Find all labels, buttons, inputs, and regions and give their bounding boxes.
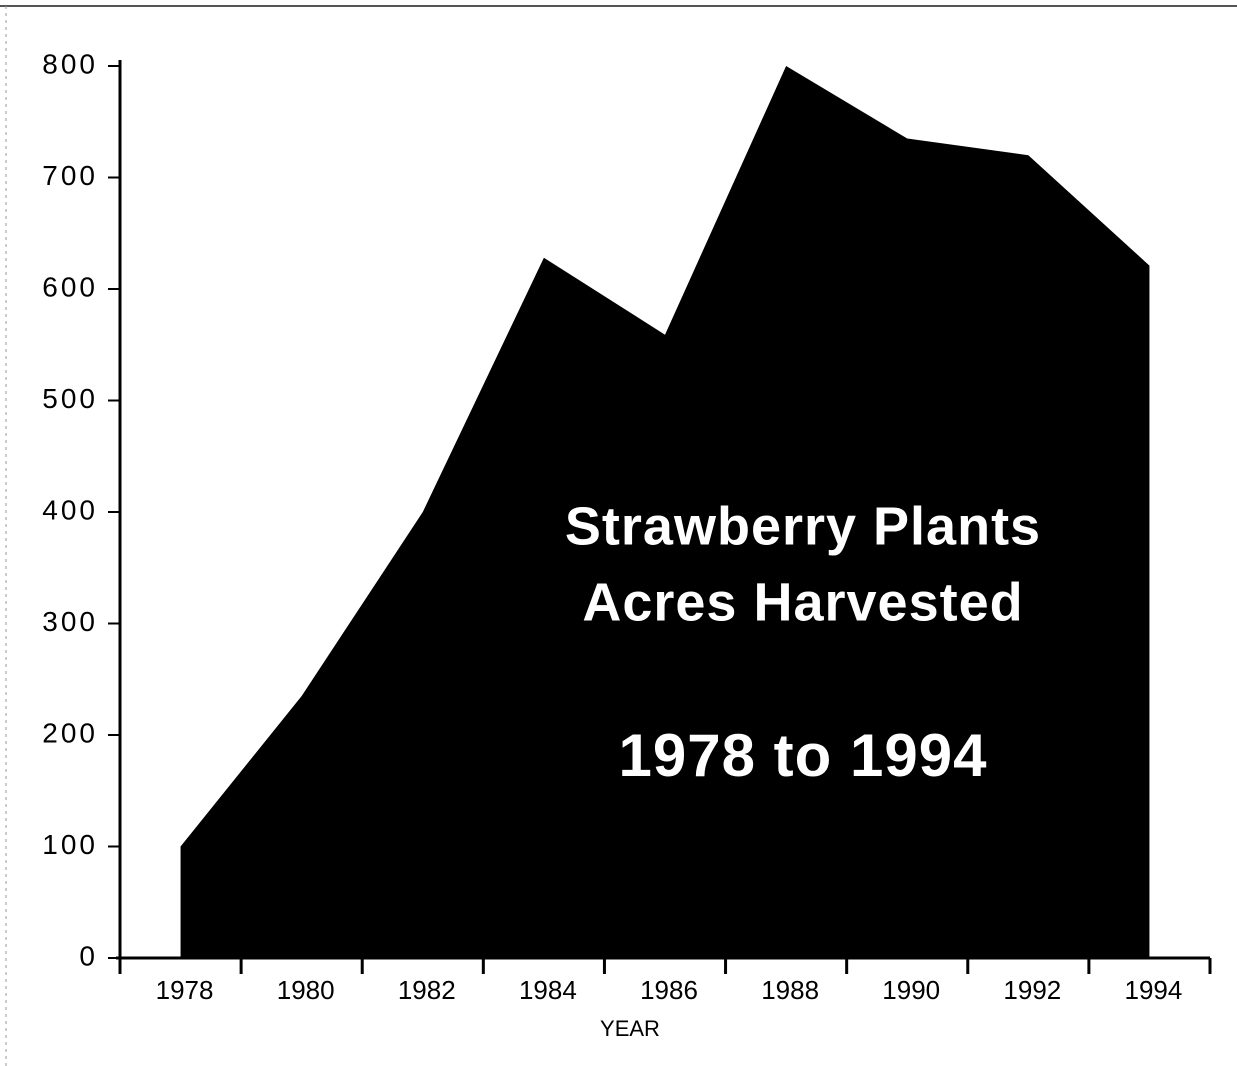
x-tick-label: 1992 xyxy=(1003,975,1061,1005)
y-tick-label: 700 xyxy=(42,160,98,191)
x-tick-label: 1990 xyxy=(882,975,940,1005)
x-axis-label: YEAR xyxy=(600,1016,660,1041)
chart-title: Strawberry Plants xyxy=(565,496,1041,556)
x-tick-label: 1982 xyxy=(398,975,456,1005)
y-tick-label: 300 xyxy=(42,606,98,637)
x-tick-label: 1994 xyxy=(1125,975,1183,1005)
y-tick-label: 100 xyxy=(42,829,98,860)
y-tick-label: 500 xyxy=(42,383,98,414)
chart-subtitle: 1978 to 1994 xyxy=(619,722,988,789)
chart-title: Acres Harvested xyxy=(582,572,1023,632)
area xyxy=(180,66,1150,958)
y-tick-label: 0 xyxy=(79,940,98,971)
x-tick-label: 1988 xyxy=(761,975,819,1005)
x-tick-label: 1984 xyxy=(519,975,577,1005)
y-tick-label: 400 xyxy=(42,494,98,525)
x-tick-label: 1986 xyxy=(640,975,698,1005)
x-tick-label: 1978 xyxy=(156,975,214,1005)
y-tick-label: 200 xyxy=(42,717,98,748)
y-tick-label: 800 xyxy=(42,48,98,79)
x-tick-label: 1980 xyxy=(277,975,335,1005)
y-tick-label: 600 xyxy=(42,271,98,302)
